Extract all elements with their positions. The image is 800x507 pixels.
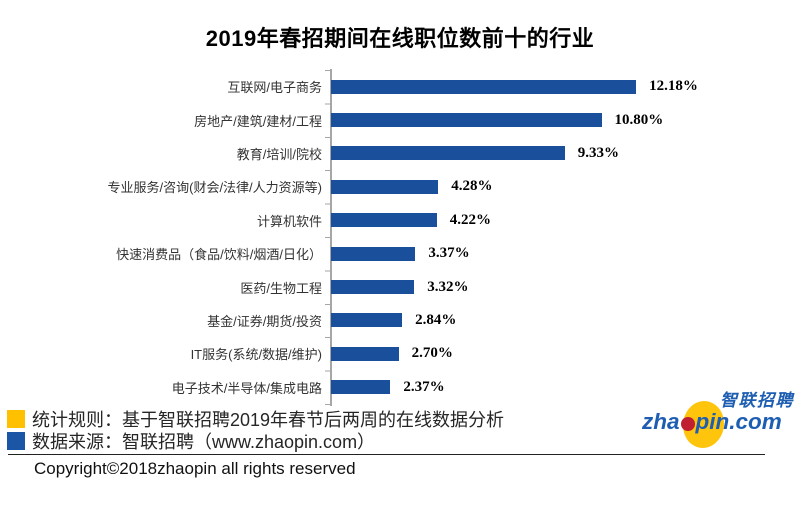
copyright-text: Copyright©2018zhaopin all rights reserve… (34, 459, 356, 478)
axis-ticks (325, 70, 330, 406)
value-label: 2.37% (403, 378, 445, 395)
value-label: 3.37% (428, 245, 470, 262)
bar (331, 346, 399, 361)
yellow-legend-swatch (7, 410, 25, 428)
footnotes: 统计规则：基于智联招聘2019年春节后两周的在线数据分析 数据来源：智联招聘（w… (7, 408, 504, 452)
category-label: 医药/生物工程 (240, 280, 322, 296)
value-label: 4.28% (451, 178, 493, 195)
bar (331, 380, 391, 395)
chart-row: 基金/证券/期货/投资 2.84% (0, 304, 800, 337)
category-label: 专业服务/咨询(财会/法律/人力资源等) (107, 180, 323, 196)
category-label: 基金/证券/期货/投资 (207, 313, 322, 329)
chart-row: 医药/生物工程 3.32% (0, 270, 800, 303)
chart-row: 教育/培训/院校 9.33% (0, 137, 800, 170)
category-label: 快速消费品（食品/饮料/烟酒/日化） (116, 247, 322, 263)
footnote-text: 数据来源：智联招聘（www.zhaopin.com） (32, 432, 376, 452)
bar (331, 280, 415, 295)
axis-line (330, 69, 332, 406)
category-label: 电子技术/半导体/集成电路 (171, 380, 322, 396)
category-label: 教育/培训/院校 (236, 146, 322, 162)
value-label: 2.84% (415, 311, 457, 328)
category-label: 互联网/电子商务 (227, 80, 322, 96)
category-label: 计算机软件 (256, 213, 322, 229)
logo-domain-prefix: zha (642, 409, 680, 434)
bar (331, 213, 437, 228)
bar (331, 146, 565, 161)
bar (331, 113, 602, 128)
bar (331, 179, 439, 194)
divider-line (8, 454, 765, 455)
bar (331, 246, 416, 261)
chart-row: IT服务(系统/数据/维护) 2.70% (0, 337, 800, 370)
chart-row: 计算机软件 4.22% (0, 204, 800, 237)
zhaopin-logo: 智联招聘 zha pin.com (642, 387, 794, 451)
chart-row: 电子技术/半导体/集成电路 2.37% (0, 371, 800, 404)
logo-domain-text: zha pin.com (642, 409, 782, 435)
bar (331, 313, 403, 328)
value-label: 10.80% (614, 111, 664, 128)
category-label: 房地产/建筑/建材/工程 (194, 113, 322, 129)
chart-row: 快速消费品（食品/饮料/烟酒/日化） 3.37% (0, 237, 800, 270)
footnote-text: 统计规则：基于智联招聘2019年春节后两周的在线数据分析 (32, 410, 505, 430)
value-label: 2.70% (411, 345, 453, 362)
bar (331, 79, 637, 94)
chart-row: 房地产/建筑/建材/工程 10.80% (0, 103, 800, 136)
value-label: 12.18% (649, 78, 698, 95)
category-label: IT服务(系统/数据/维护) (190, 347, 322, 363)
chart-title: 2019年春招期间在线职位数前十的行业 (205, 26, 595, 51)
chart-row: 专业服务/咨询(财会/法律/人力资源等) 4.28% (0, 170, 800, 203)
footnote-source: 数据来源：智联招聘（www.zhaopin.com） (7, 430, 504, 452)
logo-domain-suffix: pin.com (695, 409, 782, 434)
blue-legend-swatch (7, 432, 25, 450)
value-label: 9.33% (577, 144, 619, 161)
logo-red-dot-icon (680, 417, 695, 431)
footnote-rule: 统计规则：基于智联招聘2019年春节后两周的在线数据分析 (7, 408, 504, 430)
bar-chart: 互联网/电子商务 12.18% 房地产/建筑/建材/工程 10.80% 教育/培… (0, 70, 800, 404)
value-label: 3.32% (427, 278, 469, 295)
chart-row: 互联网/电子商务 12.18% (0, 70, 800, 103)
logo-cn-text: 智联招聘 (720, 391, 794, 410)
value-label: 4.22% (449, 211, 491, 228)
